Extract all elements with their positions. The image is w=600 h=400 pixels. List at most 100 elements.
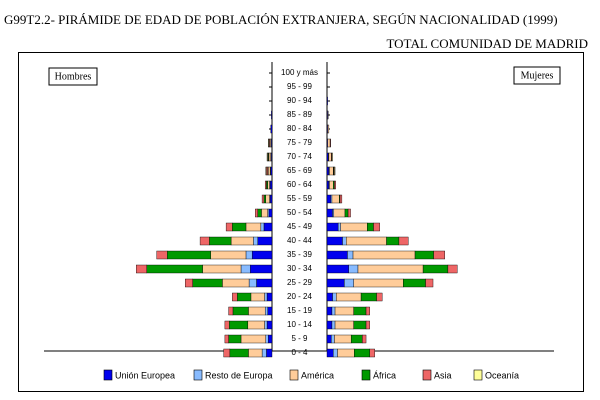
bar-mujeres-segment xyxy=(327,138,331,148)
bar-hombres-segment xyxy=(146,264,203,274)
bar-mujeres-segment xyxy=(334,180,336,190)
age-tick-label: 75 - 79 xyxy=(287,138,312,147)
bar-hombres-segment xyxy=(263,222,273,232)
bar-mujeres-segment xyxy=(332,292,337,302)
bar-hombres-segment xyxy=(192,278,223,288)
bar-hombres-segment xyxy=(245,250,253,260)
bar-hombres-segment xyxy=(266,320,273,330)
bar-mujeres-segment xyxy=(353,320,367,330)
bar-mujeres-segment xyxy=(331,194,340,204)
age-tick-label: 65 - 69 xyxy=(287,166,312,175)
chart-subtitle: TOTAL COMUNIDAD DE MADRID xyxy=(386,36,588,51)
bar-mujeres-segment xyxy=(365,306,370,316)
bar-mujeres-segment xyxy=(373,222,380,232)
bar-mujeres-segment xyxy=(344,278,354,288)
bar-mujeres-segment xyxy=(346,236,387,246)
bar-mujeres-segment xyxy=(326,236,343,246)
age-tick-label: 25 - 29 xyxy=(287,278,312,287)
bar-mujeres-segment xyxy=(350,334,363,344)
bar-hombres-segment xyxy=(223,348,231,358)
bar-hombres-segment xyxy=(268,166,271,176)
bar-mujeres-segment xyxy=(340,222,368,232)
bar-mujeres-segment xyxy=(333,348,338,358)
bar-mujeres-segment xyxy=(360,292,377,302)
bar-hombres-segment xyxy=(268,138,270,148)
bar-hombres-segment xyxy=(261,348,267,358)
bar-hombres-segment xyxy=(232,222,247,232)
age-tick-label: 10 - 14 xyxy=(287,320,312,329)
bar-mujeres-segment xyxy=(376,292,383,302)
bar-hombres-segment xyxy=(269,194,273,204)
bar-hombres-segment xyxy=(261,208,268,218)
bar-hombres-segment xyxy=(265,194,270,204)
bar-mujeres-segment xyxy=(326,208,333,218)
bar-mujeres-segment xyxy=(357,264,424,274)
bar-mujeres-segment xyxy=(326,278,345,288)
bar-hombres-segment xyxy=(260,222,265,232)
bar-hombres-segment xyxy=(265,166,267,176)
bar-mujeres-segment xyxy=(422,264,449,274)
bar-mujeres-segment xyxy=(329,180,334,190)
bar-hombres-segment xyxy=(250,264,273,274)
legend-label: Resto de Europa xyxy=(205,370,273,380)
bar-mujeres-segment xyxy=(327,124,330,134)
age-tick-label: 95 - 99 xyxy=(287,82,312,91)
bar-mujeres-segment xyxy=(326,96,328,106)
mujeres-label: Mujeres xyxy=(521,70,554,81)
age-tick-label: 80 - 84 xyxy=(287,124,312,133)
bar-mujeres-segment xyxy=(352,250,416,260)
age-tick-label: 30 - 34 xyxy=(287,264,312,273)
bar-mujeres-segment xyxy=(326,348,334,358)
bar-mujeres-segment xyxy=(362,334,367,344)
bar-hombres-segment xyxy=(253,236,258,246)
bar-hombres-segment xyxy=(264,292,268,302)
bar-hombres-segment xyxy=(232,306,249,316)
bar-hombres-segment xyxy=(184,278,193,288)
bar-hombres-segment xyxy=(229,348,249,358)
bar-mujeres-segment xyxy=(331,334,335,344)
legend-label: África xyxy=(373,370,396,380)
bar-hombres-segment xyxy=(257,236,273,246)
bar-mujeres-segment xyxy=(367,222,374,232)
bar-hombres-segment xyxy=(271,110,273,120)
bar-mujeres-segment xyxy=(347,208,351,218)
bar-hombres-segment xyxy=(136,264,147,274)
bar-mujeres-segment xyxy=(329,166,334,176)
bar-mujeres-segment xyxy=(327,110,329,120)
bar-hombres-segment xyxy=(256,278,273,288)
bar-hombres-segment xyxy=(156,250,168,260)
legend-label: Oceanía xyxy=(485,370,519,380)
bar-mujeres-segment xyxy=(326,264,349,274)
bar-hombres-segment xyxy=(255,208,258,218)
legend-swatch xyxy=(422,369,432,381)
bar-hombres-segment xyxy=(199,236,210,246)
legend-swatch xyxy=(473,369,483,381)
legend-swatch xyxy=(289,369,299,381)
bar-hombres-segment xyxy=(268,334,273,344)
bar-hombres-segment xyxy=(248,306,266,316)
age-tick-label: 90 - 94 xyxy=(287,96,312,105)
age-tick-label: 20 - 24 xyxy=(287,292,312,301)
bar-mujeres-segment xyxy=(353,278,404,288)
bar-hombres-segment xyxy=(222,278,250,288)
bar-hombres-segment xyxy=(268,208,273,218)
age-tick-label: 5 - 9 xyxy=(291,334,308,343)
age-tick-label: 0 - 4 xyxy=(291,348,308,357)
bar-mujeres-segment xyxy=(326,222,339,232)
bar-hombres-segment xyxy=(240,334,266,344)
bar-hombres-segment xyxy=(268,152,271,162)
bar-mujeres-segment xyxy=(331,320,336,330)
bar-mujeres-segment xyxy=(326,194,331,204)
bar-mujeres-segment xyxy=(353,306,367,316)
bar-mujeres-segment xyxy=(326,292,333,302)
age-tick-label: 35 - 39 xyxy=(287,250,312,259)
bar-mujeres-segment xyxy=(342,236,347,246)
bar-hombres-segment xyxy=(261,194,265,204)
bar-mujeres-segment xyxy=(326,320,333,330)
bar-mujeres-segment xyxy=(433,250,446,260)
bar-mujeres-segment xyxy=(331,152,333,162)
bar-mujeres-segment xyxy=(337,348,355,358)
bar-hombres-segment xyxy=(240,264,251,274)
bar-hombres-segment xyxy=(225,222,233,232)
bar-hombres-segment xyxy=(266,348,273,358)
